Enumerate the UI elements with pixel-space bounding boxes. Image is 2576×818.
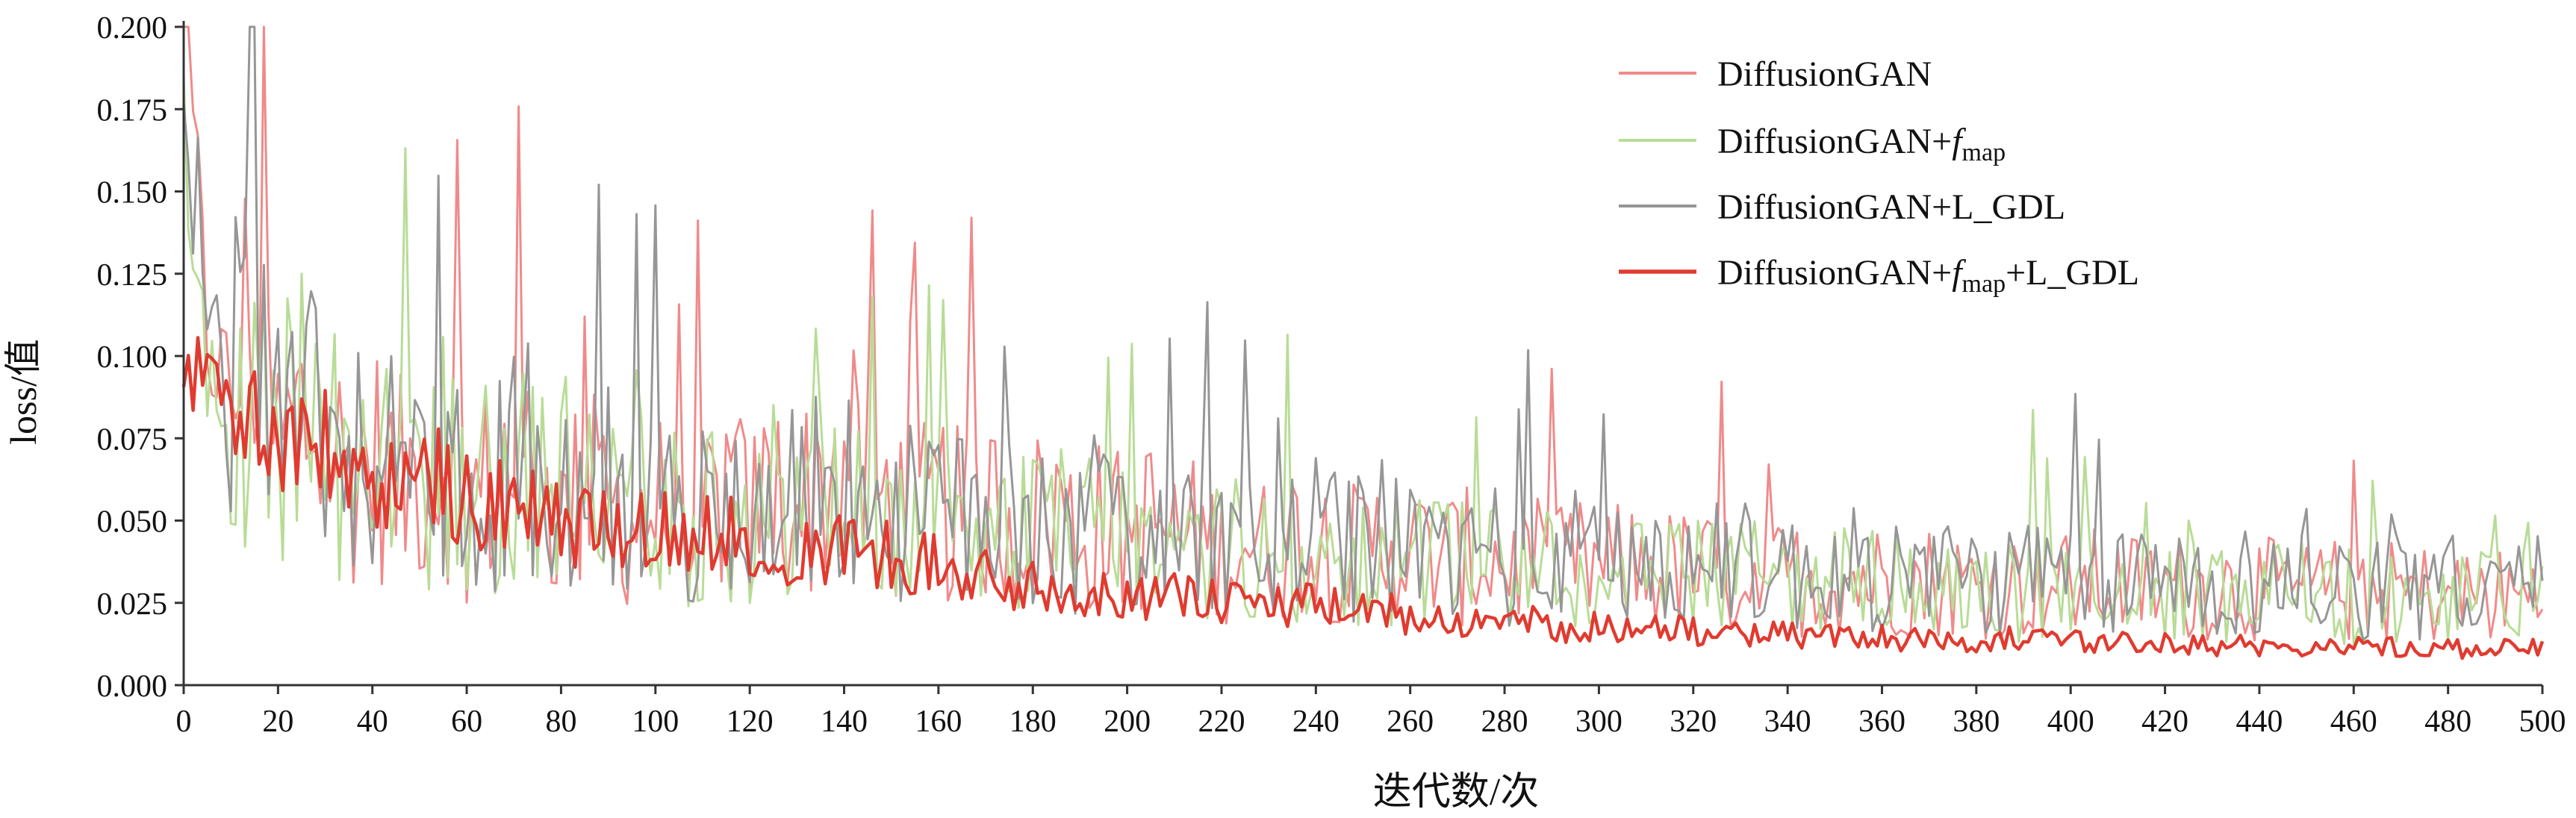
x-tick-label: 480 (2424, 705, 2471, 739)
y-tick-label: 0.050 (97, 505, 168, 540)
legend: DiffusionGAN DiffusionGAN+fmap DiffusionGA… (1619, 54, 2139, 298)
y-tick-label: 0.075 (97, 422, 168, 457)
x-tick-label: 260 (1387, 705, 1434, 739)
x-tick-label: 240 (1292, 705, 1340, 739)
x-axis-label: 迭代数/次 (1373, 771, 1539, 814)
x-tick-label: 0 (176, 705, 192, 739)
y-tick-label: 0.100 (97, 340, 168, 375)
x-tick-label: 120 (727, 705, 774, 739)
legend-label-0: DiffusionGAN (1717, 54, 1932, 94)
series-line-2 (182, 25, 2544, 641)
x-tick-label: 180 (1009, 705, 1057, 739)
x-tick-label: 160 (915, 705, 962, 739)
y-tick-label: 0.025 (97, 587, 168, 622)
series-layer (181, 25, 2545, 661)
x-tick-label: 460 (2330, 705, 2377, 739)
x-tick-label: 40 (357, 705, 388, 739)
x-tick-label: 60 (451, 705, 482, 739)
axes (175, 21, 2544, 694)
series-line-1 (182, 75, 2544, 646)
x-tick-label: 200 (1104, 705, 1151, 739)
x-tick-label: 300 (1575, 705, 1623, 739)
y-tick-label: 0.175 (97, 93, 168, 128)
y-tick-label: 0.000 (97, 669, 168, 704)
x-tick-label: 420 (2141, 705, 2188, 739)
x-tick-label: 280 (1481, 705, 1528, 739)
y-tick-label: 0.125 (97, 258, 168, 293)
x-tick-label: 100 (632, 705, 679, 739)
x-tick-label: 220 (1198, 705, 1245, 739)
x-tick-label: 80 (545, 705, 576, 739)
x-tick-label: 400 (2047, 705, 2094, 739)
x-tick-label: 360 (1858, 705, 1905, 739)
x-tick-label: 440 (2236, 705, 2283, 739)
x-tick-label: 340 (1764, 705, 1811, 739)
y-tick-label: 0.200 (97, 11, 168, 46)
y-axis-label: loss/值 (2, 339, 44, 445)
x-tick-label: 500 (2519, 705, 2566, 739)
legend-label-2: DiffusionGAN+L_GDL (1717, 187, 2065, 227)
legend-label-1: DiffusionGAN+fmap (1717, 122, 2006, 166)
x-tick-label: 140 (821, 705, 868, 739)
series-line-3 (181, 336, 2545, 661)
y-tick-label: 0.150 (97, 176, 168, 210)
x-tick-label: 380 (1953, 705, 2000, 739)
legend-label-3: DiffusionGAN+fmap+L_GDL (1717, 253, 2139, 298)
tick-labels: 0 20 40 60 80 100 120 140 160 180 200 220 240 260 280 3… (97, 11, 2566, 739)
x-tick-label: 20 (262, 705, 293, 739)
x-tick-label: 320 (1670, 705, 1717, 739)
